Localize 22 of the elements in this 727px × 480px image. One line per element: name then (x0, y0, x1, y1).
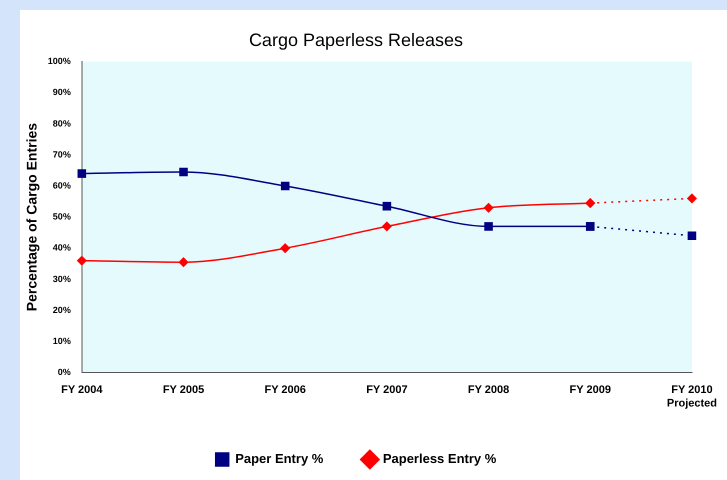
y-tick-label: 20% (52, 304, 71, 315)
y-tick-label: 90% (52, 87, 71, 98)
y-tick-label: 40% (52, 242, 71, 253)
x-tick-label: FY 2007 (366, 384, 408, 396)
y-tick-label: 0% (58, 367, 71, 378)
y-tick-label: 60% (52, 180, 71, 190)
y-tick-label: 30% (52, 274, 71, 284)
chart-title: Cargo Paperless Releases (248, 30, 464, 50)
y-tick-label: 100% (48, 56, 71, 66)
legend-label: Paperless Entry % (382, 451, 497, 466)
y-tick-label: 80% (52, 118, 71, 128)
x-tick-label: FY 2010 Projected (666, 384, 718, 410)
x-tick-label: FY 2009 (570, 384, 611, 396)
y-tick-label: 70% (52, 149, 71, 160)
x-tick-label: FY 2005 (162, 384, 204, 396)
y-tick-label: 10% (52, 336, 71, 346)
x-tick-label: FY 2008 (468, 384, 510, 396)
x-tick-label: FY 2006 (264, 384, 306, 396)
legend-label: Paper Entry % (235, 451, 324, 466)
y-axis-title: Percentage of Cargo Entries (23, 122, 40, 312)
x-tick-label: FY 2004 (61, 384, 104, 396)
y-tick-label: 50% (52, 212, 71, 222)
